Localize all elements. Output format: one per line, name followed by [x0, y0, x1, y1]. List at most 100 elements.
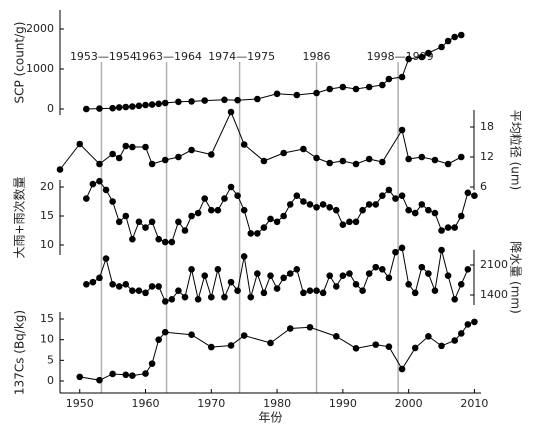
- data-point: [273, 218, 281, 226]
- data-point: [129, 143, 136, 151]
- data-point: [392, 195, 399, 202]
- data-point: [319, 289, 327, 297]
- x-tick-label: 2000: [395, 397, 423, 410]
- data-point: [155, 235, 162, 243]
- data-point: [306, 201, 314, 208]
- data-point: [346, 270, 353, 277]
- data-point: [346, 218, 353, 226]
- data-point: [359, 287, 366, 295]
- y-axis-label: 137Cs (Bq/kg): [13, 310, 27, 395]
- data-point: [319, 201, 327, 208]
- data-point: [418, 263, 426, 271]
- data-point: [352, 160, 360, 168]
- y-axis-label: SCP (count/g): [13, 22, 27, 104]
- data-point: [260, 224, 268, 231]
- data-point: [431, 287, 439, 295]
- y-tick-label: 15: [40, 312, 54, 325]
- data-point: [109, 198, 116, 205]
- data-point: [240, 206, 248, 214]
- data-point: [444, 224, 452, 231]
- data-point: [293, 91, 301, 99]
- data-point: [221, 96, 228, 104]
- data-point: [398, 126, 406, 134]
- data-point: [457, 280, 465, 288]
- data-point: [273, 285, 281, 292]
- data-point: [405, 155, 412, 163]
- data-point: [115, 218, 123, 226]
- data-point: [438, 43, 445, 51]
- data-point: [115, 283, 123, 290]
- data-point: [207, 293, 215, 301]
- data-point: [418, 153, 426, 161]
- data-point: [332, 206, 340, 214]
- data-point: [398, 73, 406, 81]
- data-point: [418, 53, 426, 61]
- data-point: [122, 103, 130, 111]
- data-point: [438, 246, 445, 254]
- data-point: [280, 212, 287, 220]
- data-point: [188, 212, 195, 220]
- data-point: [457, 330, 465, 337]
- data-point: [286, 270, 294, 277]
- data-point: [405, 206, 412, 214]
- data-point: [431, 156, 439, 164]
- event-label: 1998—1999: [367, 50, 434, 63]
- y-tick-label: 10: [40, 238, 54, 251]
- data-point: [201, 195, 209, 202]
- data-point: [385, 343, 393, 350]
- data-point: [457, 31, 465, 39]
- data-point: [102, 186, 110, 194]
- data-point: [234, 287, 241, 295]
- series-line: [86, 34, 462, 110]
- data-point: [188, 265, 195, 273]
- data-point: [372, 341, 380, 348]
- data-point: [339, 221, 347, 228]
- y-axis-label: 大雨+雨次数量: [12, 176, 27, 258]
- data-point: [365, 270, 373, 277]
- data-point: [234, 96, 241, 104]
- data-point: [267, 215, 274, 223]
- data-point: [207, 206, 215, 214]
- data-point: [76, 373, 84, 381]
- y-tick-label: 12: [480, 150, 494, 163]
- data-point: [89, 278, 97, 286]
- data-point: [240, 332, 248, 339]
- data-point: [175, 218, 182, 226]
- data-point: [471, 192, 478, 199]
- data-point: [286, 325, 294, 332]
- data-point: [411, 209, 419, 217]
- data-point: [451, 33, 458, 41]
- data-point: [372, 201, 380, 208]
- x-tick-label: 2010: [460, 397, 488, 410]
- data-point: [247, 293, 255, 301]
- data-point: [148, 218, 156, 226]
- data-point: [398, 192, 406, 199]
- data-point: [221, 195, 228, 202]
- data-point: [451, 337, 458, 344]
- data-point: [240, 253, 248, 260]
- y-tick-label: 0: [47, 374, 54, 387]
- data-point: [135, 218, 143, 226]
- data-point: [379, 265, 386, 273]
- data-point: [188, 98, 195, 105]
- data-point: [451, 295, 458, 303]
- data-point: [129, 103, 136, 110]
- data-point: [96, 376, 103, 384]
- data-point: [122, 280, 130, 288]
- data-point: [175, 153, 182, 161]
- data-point: [155, 283, 162, 290]
- data-point: [148, 101, 156, 108]
- data-point: [352, 345, 360, 352]
- data-point: [392, 248, 399, 256]
- data-point: [161, 328, 169, 336]
- data-point: [418, 201, 426, 208]
- data-point: [142, 224, 149, 231]
- data-point: [280, 274, 287, 282]
- data-point: [168, 238, 176, 246]
- data-point: [102, 255, 110, 262]
- data-point: [122, 142, 130, 150]
- y-tick-label: 6: [480, 180, 487, 193]
- data-point: [175, 98, 182, 106]
- data-point: [300, 145, 307, 153]
- data-point: [122, 371, 130, 379]
